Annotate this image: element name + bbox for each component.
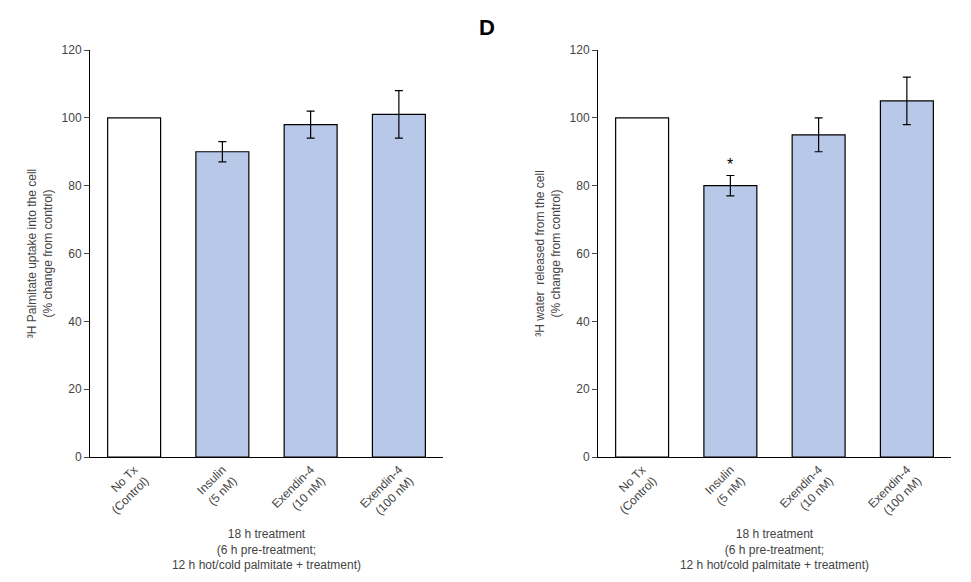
svg-text:Insulin(5 nM): Insulin(5 nM) (702, 463, 747, 508)
svg-text:Exendin-4(100 nM): Exendin-4(100 nM) (865, 463, 924, 522)
svg-text:No Tx(Control): No Tx(Control) (606, 463, 660, 517)
svg-text:100: 100 (570, 111, 590, 125)
svg-text:80: 80 (576, 179, 590, 193)
svg-text:18 h treatment(6 h pre-treatme: 18 h treatment(6 h pre-treatment;12 h ho… (172, 527, 361, 572)
svg-text:0: 0 (75, 450, 82, 464)
svg-text:Exendin-4(10 nM): Exendin-4(10 nM) (269, 463, 328, 522)
svg-text:20: 20 (576, 382, 590, 396)
svg-text:40: 40 (576, 315, 590, 329)
svg-text:120: 120 (62, 43, 82, 57)
svg-text:No Tx(Control): No Tx(Control) (98, 463, 152, 517)
svg-text:120: 120 (570, 43, 590, 57)
svg-text:100: 100 (62, 111, 82, 125)
svg-text:Exendin-4(10 nM): Exendin-4(10 nM) (777, 463, 836, 522)
svg-text:0: 0 (583, 450, 590, 464)
svg-text:³H water released from the ce: ³H water released from the cell(% change… (533, 170, 563, 337)
svg-text:60: 60 (68, 247, 82, 261)
svg-text:D: D (479, 15, 495, 40)
svg-text:Exendin-4(100 nM): Exendin-4(100 nM) (357, 463, 416, 522)
svg-text:³H Palmitate uptake into the c: ³H Palmitate uptake into the cell(% chan… (25, 169, 55, 338)
svg-text:20: 20 (68, 382, 82, 396)
svg-text:60: 60 (576, 247, 590, 261)
svg-text:*: * (727, 156, 733, 173)
svg-text:80: 80 (68, 179, 82, 193)
svg-text:18 h treatment(6 h pre-treatme: 18 h treatment(6 h pre-treatment;12 h ho… (680, 527, 869, 572)
svg-text:Insulin(5 nM): Insulin(5 nM) (194, 463, 239, 508)
svg-text:40: 40 (68, 315, 82, 329)
